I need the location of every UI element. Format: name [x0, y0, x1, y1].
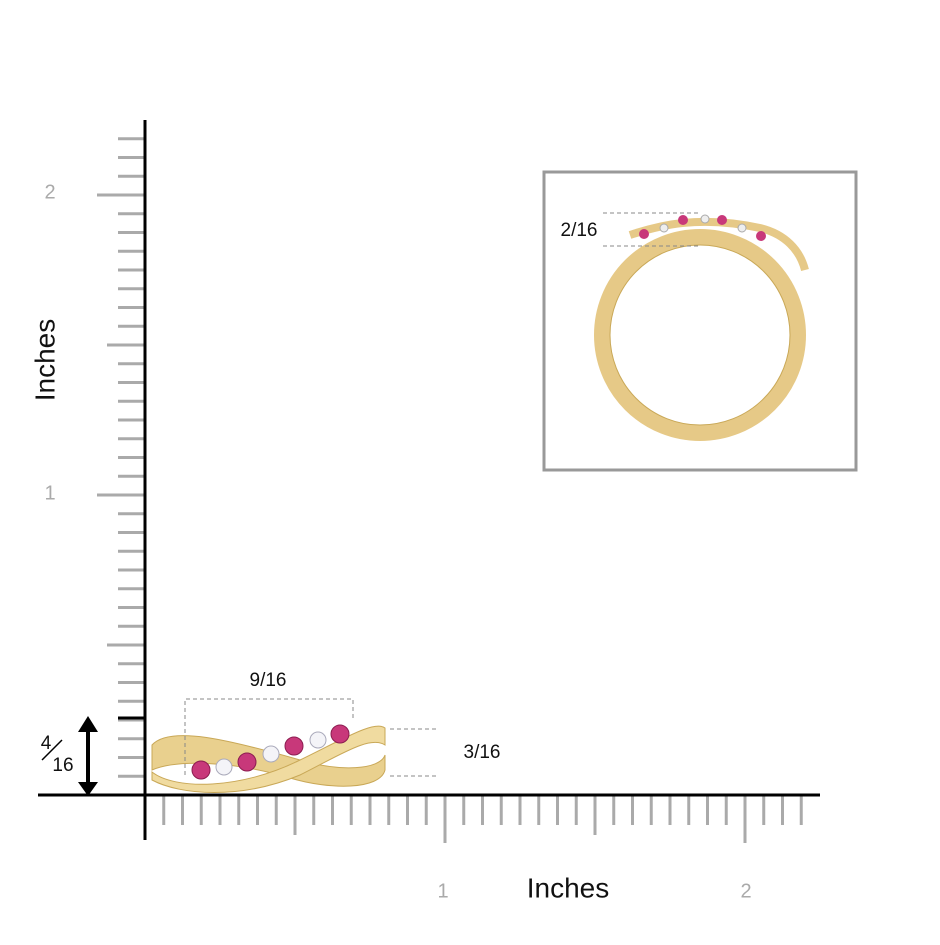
y-label: 2 — [44, 181, 55, 203]
side-top: 4 — [41, 733, 52, 754]
y-label: 1 — [44, 482, 55, 504]
ring-front-view — [594, 214, 809, 441]
x-title: Inches — [527, 872, 610, 903]
ruler-ticks — [97, 137, 803, 843]
dim-height: 3/16 — [464, 742, 501, 763]
x-label: 2 — [740, 880, 751, 902]
ring-side-view — [151, 724, 386, 793]
y-title: Inches — [29, 319, 60, 402]
x-label: 1 — [437, 880, 448, 902]
side-bottom: 16 — [52, 755, 73, 776]
dim-guide — [184, 698, 354, 775]
dim-profile: 2/16 — [561, 220, 598, 241]
inset-frame — [542, 170, 858, 472]
dim-length: 9/16 — [250, 670, 287, 691]
height-arrow — [41, 716, 145, 796]
